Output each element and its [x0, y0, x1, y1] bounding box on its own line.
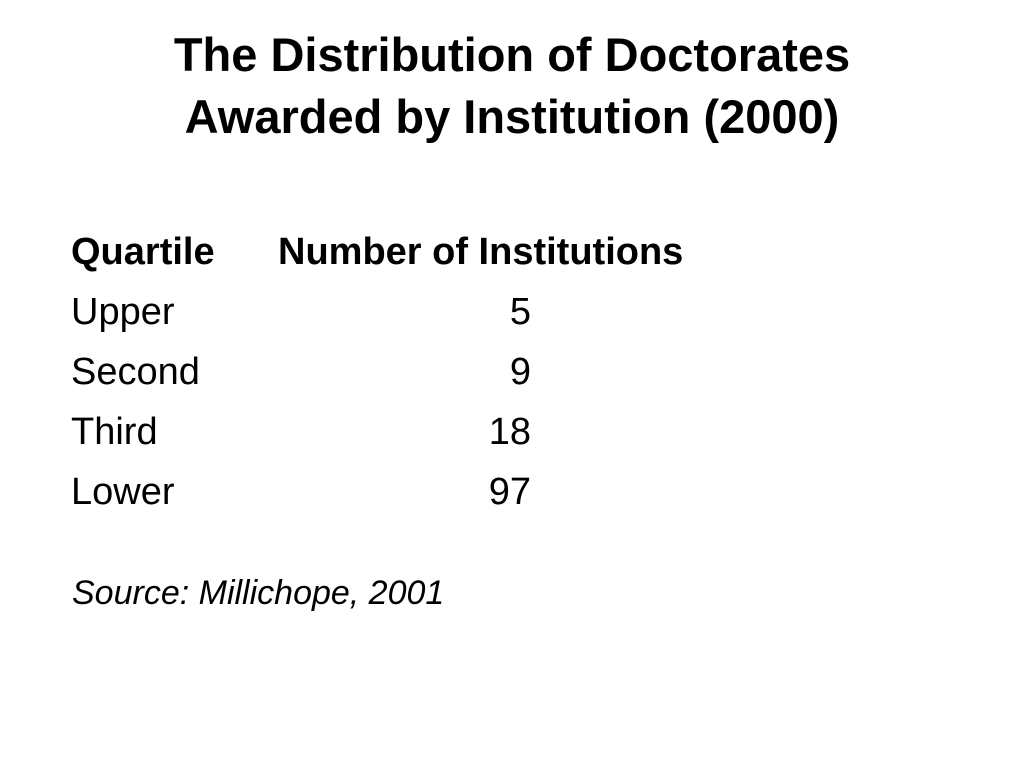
row-quartile: Upper [71, 291, 175, 333]
header-quartile: Quartile [71, 231, 215, 273]
row-number: 97 [488, 471, 531, 513]
slide-title: The Distribution of Doctorates Awarded b… [0, 24, 1024, 148]
slide-title-line-2: Awarded by Institution (2000) [184, 90, 840, 143]
row-quartile: Third [71, 411, 158, 453]
row-quartile: Lower [71, 471, 175, 513]
header-number-of-institutions: Number of Institutions [278, 231, 684, 273]
row-number: 9 [509, 351, 531, 393]
source-citation: Source: Millichope, 2001 [72, 574, 445, 612]
slide-title-line-1: The Distribution of Doctorates [173, 28, 851, 81]
row-number: 18 [488, 411, 531, 453]
row-number: 5 [509, 291, 531, 333]
row-quartile: Second [71, 351, 200, 393]
